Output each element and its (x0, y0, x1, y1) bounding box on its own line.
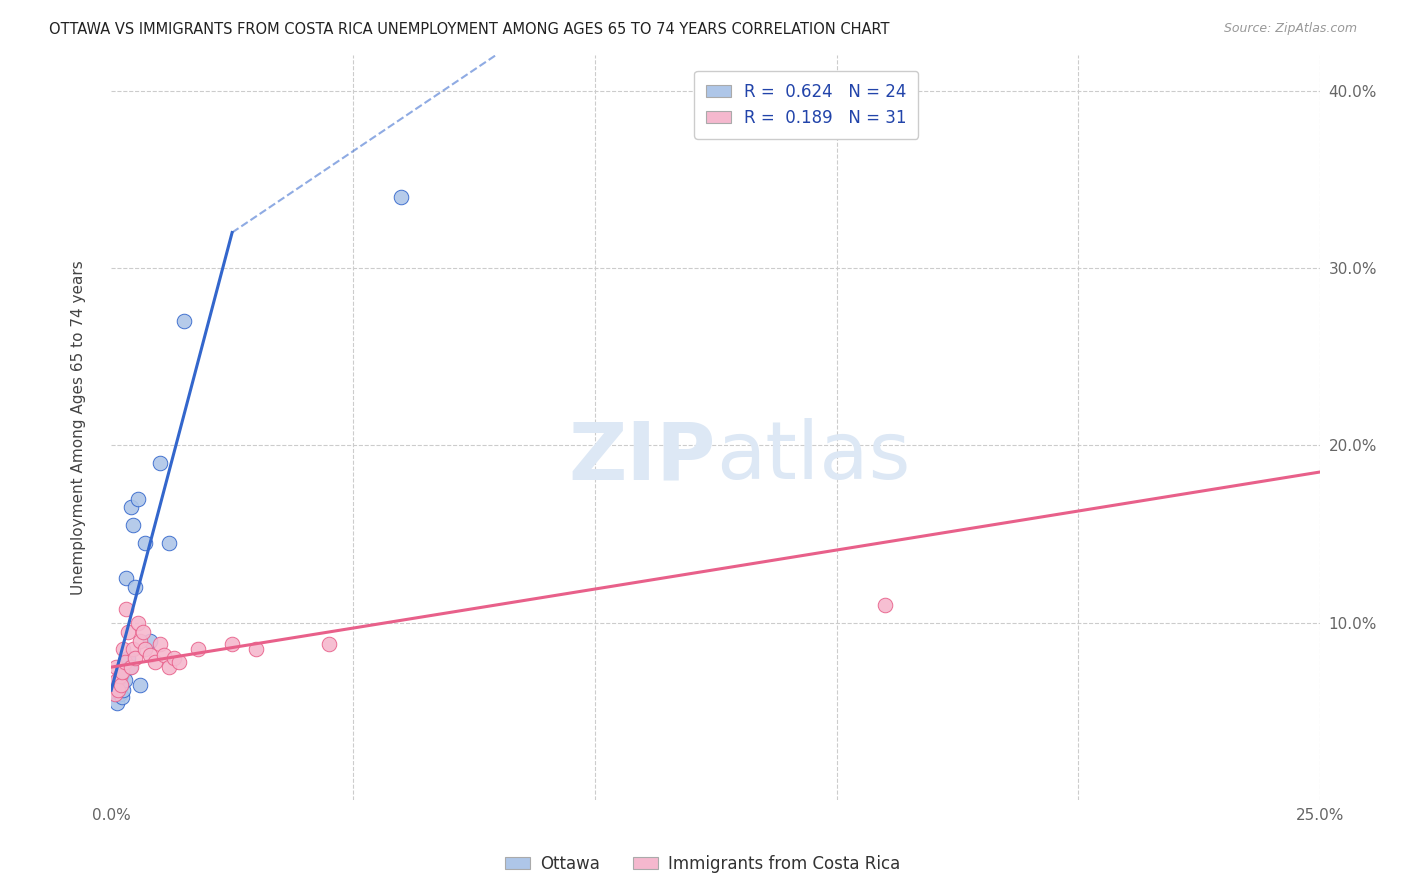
Y-axis label: Unemployment Among Ages 65 to 74 years: Unemployment Among Ages 65 to 74 years (72, 260, 86, 595)
Point (221, 637, 243, 651)
Text: ZIP: ZIP (568, 418, 716, 497)
Point (115, 660, 138, 674)
Point (163, 651, 186, 665)
Point (117, 624, 139, 639)
Point (118, 660, 141, 674)
Point (134, 642, 156, 657)
Point (105, 696, 128, 710)
Point (124, 651, 146, 665)
Point (157, 660, 180, 674)
Legend: R =  0.624   N = 24, R =  0.189   N = 31: R = 0.624 N = 24, R = 0.189 N = 31 (695, 71, 918, 138)
Point (134, 536, 156, 550)
Point (139, 648, 162, 662)
Point (153, 648, 176, 662)
Point (104, 687, 127, 701)
Point (114, 655, 136, 669)
Point (111, 665, 134, 680)
Point (120, 500, 142, 515)
Text: OTTAWA VS IMMIGRANTS FROM COSTA RICA UNEMPLOYMENT AMONG AGES 65 TO 74 YEARS CORR: OTTAWA VS IMMIGRANTS FROM COSTA RICA UNE… (49, 22, 890, 37)
Point (103, 678, 125, 692)
Point (107, 678, 129, 692)
Point (110, 669, 132, 683)
Point (157, 536, 180, 550)
Point (127, 615, 149, 630)
Point (187, 642, 209, 657)
Point (143, 655, 166, 669)
Text: atlas: atlas (716, 418, 910, 497)
Point (108, 669, 131, 683)
Point (104, 687, 127, 701)
Point (129, 678, 152, 692)
Point (112, 642, 135, 657)
Point (107, 683, 129, 698)
Point (122, 642, 145, 657)
Point (139, 633, 162, 648)
Point (245, 642, 267, 657)
Point (873, 598, 896, 612)
Point (122, 518, 145, 533)
Point (173, 314, 195, 328)
Point (112, 683, 135, 698)
Point (114, 601, 136, 615)
Point (149, 637, 172, 651)
Point (131, 624, 153, 639)
Point (127, 491, 149, 506)
Point (105, 678, 128, 692)
Point (149, 456, 172, 470)
Point (111, 690, 134, 705)
Point (110, 678, 132, 692)
Point (389, 190, 412, 204)
Point (114, 673, 136, 687)
Text: Source: ZipAtlas.com: Source: ZipAtlas.com (1223, 22, 1357, 36)
Point (318, 637, 340, 651)
Point (124, 580, 146, 594)
Point (108, 687, 131, 701)
Point (114, 571, 136, 585)
Point (129, 633, 152, 648)
Point (120, 660, 142, 674)
Point (167, 655, 190, 669)
Point (105, 673, 128, 687)
Legend: Ottawa, Immigrants from Costa Rica: Ottawa, Immigrants from Costa Rica (499, 848, 907, 880)
Point (105, 660, 128, 674)
Point (117, 651, 139, 665)
